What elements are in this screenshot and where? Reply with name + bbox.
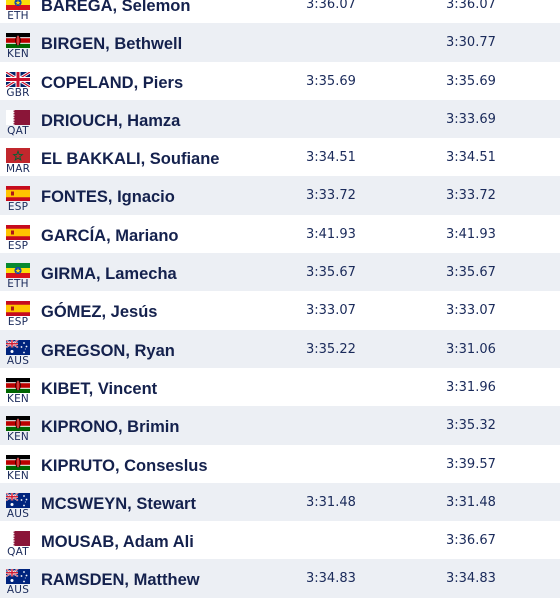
- season-best: 3:35.69: [306, 73, 356, 89]
- personal-best: 3:36.67: [446, 533, 496, 549]
- athlete-name[interactable]: GÓMEZ, Jesús: [41, 303, 158, 322]
- table-row: AUS GREGSON, Ryan 3:35.22 3:31.06: [0, 329, 560, 368]
- personal-best: 3:41.93: [446, 226, 496, 242]
- athlete-name[interactable]: KIPRONO, Brimin: [41, 418, 180, 437]
- personal-best: 3:33.72: [446, 188, 496, 204]
- season-best: 3:35.67: [306, 265, 356, 281]
- flag-esp-icon: [6, 301, 30, 317]
- flag-ken-icon: [6, 33, 30, 49]
- flag-ken-icon: [6, 416, 30, 432]
- athlete-name[interactable]: KIPRUTO, Conseslus: [41, 456, 208, 475]
- personal-best: 3:34.83: [446, 571, 496, 587]
- table-row: KEN KIPRUTO, Conseslus 3:39.57: [0, 445, 560, 483]
- country-code: GBR: [6, 86, 30, 99]
- athlete-name[interactable]: BIRGEN, Bethwell: [41, 35, 183, 54]
- flag-esp-icon: [6, 224, 30, 240]
- table-row: KEN BIRGEN, Bethwell 3:30.77: [0, 23, 560, 62]
- personal-best: 3:33.07: [446, 303, 496, 319]
- flag-ken-icon: [6, 377, 30, 393]
- flag-eth-icon: [6, 263, 30, 279]
- country-code: QAT: [7, 124, 29, 137]
- personal-best: 3:35.67: [446, 265, 496, 281]
- athlete-name[interactable]: BAREGA, Selemon: [41, 0, 191, 15]
- flag-mar-icon: [6, 148, 30, 164]
- country-code: ESP: [7, 239, 29, 252]
- athlete-name[interactable]: GARCÍA, Mariano: [41, 226, 179, 245]
- flag-qat-icon: [6, 109, 30, 125]
- country-code: ESP: [7, 316, 29, 329]
- country-code: AUS: [6, 354, 30, 367]
- personal-best: 3:36.07: [446, 0, 496, 12]
- country-code: KEN: [7, 469, 29, 482]
- country-code: ETH: [7, 278, 29, 291]
- personal-best: 3:35.69: [446, 73, 496, 89]
- personal-best: 3:35.32: [446, 418, 496, 434]
- season-best: 3:35.22: [306, 341, 356, 357]
- personal-best: 3:33.69: [446, 111, 496, 127]
- personal-best: 3:31.06: [446, 341, 496, 357]
- flag-aus-icon: [6, 492, 30, 508]
- flag-gbr-icon: [6, 71, 30, 87]
- athlete-name[interactable]: RAMSDEN, Matthew: [41, 571, 200, 590]
- flag-aus-icon: [6, 339, 30, 355]
- table-row: ETH BAREGA, Selemon 3:36.07 3:36.07: [0, 0, 560, 23]
- athlete-name[interactable]: GIRMA, Lamecha: [41, 265, 177, 284]
- table-row: AUS RAMSDEN, Matthew 3:34.83 3:34.83: [0, 559, 560, 598]
- season-best: 3:31.48: [306, 494, 356, 510]
- flag-aus-icon: [6, 569, 30, 585]
- flag-esp-icon: [6, 186, 30, 202]
- country-code: AUS: [6, 507, 30, 520]
- table-row: GBR COPELAND, Piers 3:35.69 3:35.69: [0, 62, 560, 100]
- personal-best: 3:34.51: [446, 150, 496, 166]
- table-row: KEN KIPRONO, Brimin 3:35.32: [0, 406, 560, 445]
- athlete-name[interactable]: FONTES, Ignacio: [41, 188, 175, 207]
- table-row: AUS MCSWEYN, Stewart 3:31.48 3:31.48: [0, 482, 560, 522]
- athlete-name[interactable]: MOUSAB, Adam Ali: [41, 533, 194, 552]
- season-best: 3:34.83: [306, 571, 356, 587]
- personal-best: 3:39.57: [446, 456, 496, 472]
- athlete-name[interactable]: EL BAKKALI, Soufiane: [41, 150, 220, 169]
- athlete-name[interactable]: MCSWEYN, Stewart: [41, 494, 196, 513]
- personal-best: 3:31.48: [446, 494, 496, 510]
- season-best: 3:36.07: [306, 0, 356, 12]
- country-code: KEN: [7, 48, 29, 61]
- table-row: MAR EL BAKKALI, Soufiane 3:34.51 3:34.51: [0, 138, 560, 176]
- table-row: ESP GARCÍA, Mariano 3:41.93 3:41.93: [0, 215, 560, 253]
- season-best: 3:41.93: [306, 226, 356, 242]
- country-code: ESP: [7, 201, 29, 214]
- country-code: ETH: [7, 10, 29, 22]
- personal-best: 3:30.77: [446, 35, 496, 51]
- flag-qat-icon: [6, 531, 30, 547]
- athlete-name[interactable]: COPELAND, Piers: [41, 73, 184, 92]
- country-code: MAR: [6, 163, 31, 176]
- season-best: 3:34.51: [306, 150, 356, 166]
- athlete-name[interactable]: GREGSON, Ryan: [41, 341, 175, 360]
- country-code: AUS: [6, 584, 30, 597]
- season-best: 3:33.72: [306, 188, 356, 204]
- country-code: KEN: [7, 392, 29, 405]
- country-code: KEN: [7, 431, 29, 444]
- season-best: 3:33.07: [306, 303, 356, 319]
- personal-best: 3:31.96: [446, 379, 496, 395]
- table-row: QAT MOUSAB, Adam Ali 3:36.67: [0, 521, 560, 559]
- table-row: QAT DRIOUCH, Hamza 3:33.69: [0, 99, 560, 139]
- flag-ken-icon: [6, 454, 30, 470]
- country-code: QAT: [7, 546, 29, 559]
- athlete-name[interactable]: KIBET, Vincent: [41, 379, 158, 398]
- athlete-name[interactable]: DRIOUCH, Hamza: [41, 111, 181, 130]
- table-row: ETH GIRMA, Lamecha 3:35.67 3:35.67: [0, 253, 560, 292]
- table-row: ESP GÓMEZ, Jesús 3:33.07 3:33.07: [0, 291, 560, 329]
- flag-eth-icon: [6, 0, 30, 10]
- table-row: KEN KIBET, Vincent 3:31.96: [0, 368, 560, 406]
- table-row: ESP FONTES, Ignacio 3:33.72 3:33.72: [0, 176, 560, 215]
